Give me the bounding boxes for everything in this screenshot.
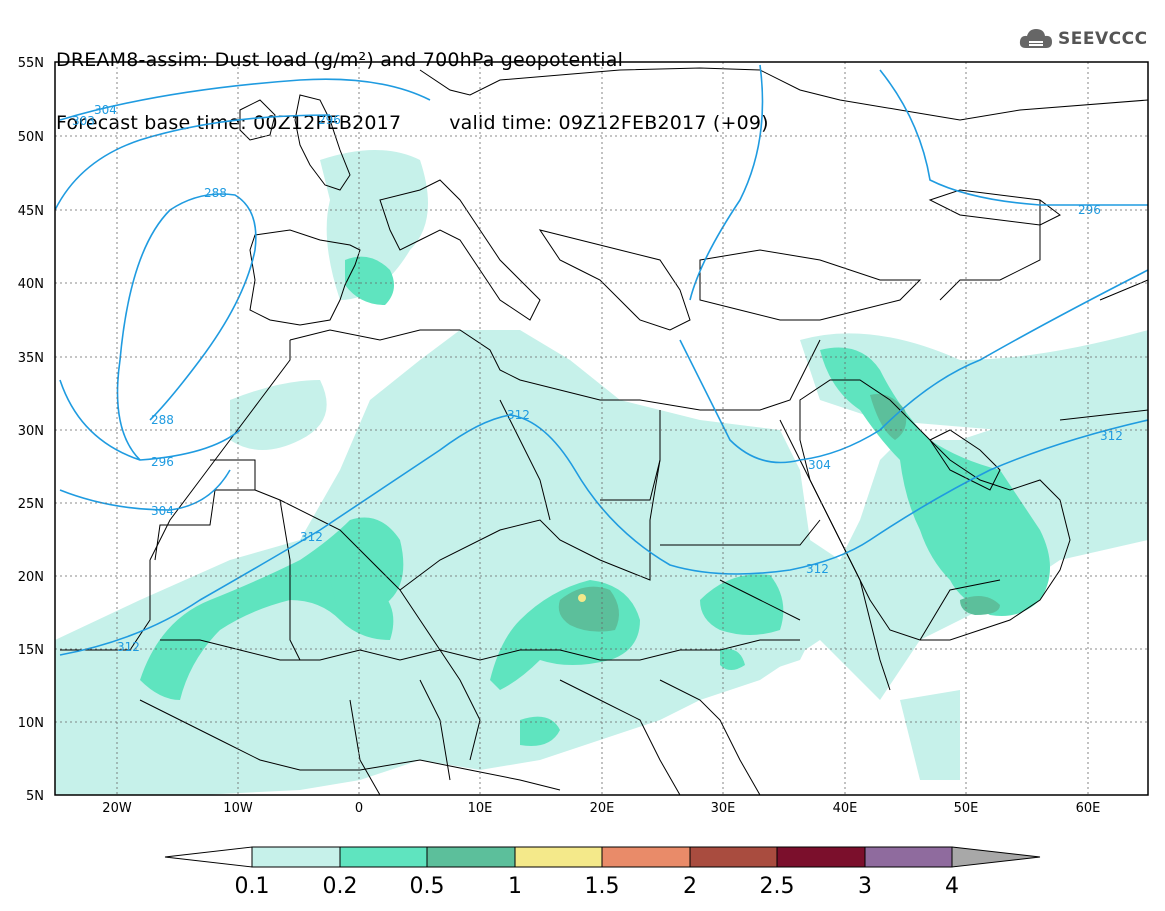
colorbar-swatch — [427, 847, 515, 867]
colorbar-swatch — [602, 847, 690, 867]
colorbar-swatch — [252, 847, 340, 867]
lon-label: 30E — [711, 801, 736, 816]
colorbar-swatch — [340, 847, 427, 867]
contour-label: 312 — [507, 408, 530, 422]
colorbar-tick: 1 — [508, 874, 522, 899]
lon-label: 10W — [223, 801, 253, 816]
contour-label: 312 — [806, 562, 829, 576]
colorbar-swatch — [865, 847, 952, 867]
lat-label: 55N — [18, 56, 44, 71]
colorbar-tick: 4 — [945, 874, 959, 899]
lat-label: 10N — [18, 716, 44, 731]
lon-label: 50E — [954, 801, 979, 816]
lon-label: 10E — [468, 801, 493, 816]
lat-label: 15N — [18, 643, 44, 658]
lon-label: 20E — [590, 801, 615, 816]
contour-label: 296 — [151, 455, 174, 469]
lon-label: 60E — [1076, 801, 1101, 816]
contour-label: 288 — [204, 186, 227, 200]
contour-label: 296 — [318, 113, 341, 127]
colorbar-tick: 3 — [858, 874, 872, 899]
colorbar-high-arrow — [952, 847, 1040, 867]
lon-label: 40E — [833, 801, 858, 816]
lat-label: 30N — [18, 424, 44, 439]
colorbar-tick: 2.5 — [760, 874, 795, 899]
contour-label: 288 — [151, 413, 174, 427]
colorbar-tick: 1.5 — [585, 874, 620, 899]
contour-label: 304 — [808, 458, 831, 472]
colorbar-tick: 2 — [683, 874, 697, 899]
contour-label: 304 — [151, 504, 174, 518]
lat-label: 5N — [26, 789, 44, 804]
colorbar-swatch — [777, 847, 865, 867]
colorbar-tick: 0.5 — [410, 874, 445, 899]
contour-label: 312 — [117, 640, 140, 654]
lon-label: 20W — [102, 801, 132, 816]
contour-label: 303 — [72, 114, 95, 128]
contour-label: 304 — [94, 103, 117, 117]
lat-label: 20N — [18, 570, 44, 585]
colorbar-tick: 0.2 — [323, 874, 358, 899]
colorbar-swatch — [515, 847, 602, 867]
colorbar: 0.1 0.2 0.5 1 1.5 2 2.5 3 4 — [165, 847, 1040, 899]
lat-label: 45N — [18, 204, 44, 219]
contour-label: 312 — [1100, 429, 1123, 443]
lat-label: 25N — [18, 497, 44, 512]
lat-axis: 55N 50N 45N 40N 35N 30N 25N 20N 15N 10N … — [18, 56, 44, 804]
colorbar-swatch — [690, 847, 777, 867]
colorbar-low-arrow — [165, 847, 252, 867]
colorbar-tick: 0.1 — [235, 874, 270, 899]
contour-label: 312 — [300, 530, 323, 544]
lat-label: 35N — [18, 351, 44, 366]
dust-level-1 — [578, 594, 586, 602]
lat-label: 50N — [18, 130, 44, 145]
lat-label: 40N — [18, 277, 44, 292]
lon-axis: 20W 10W 0 10E 20E 30E 40E 50E 60E — [102, 801, 1100, 816]
lon-label: 0 — [355, 801, 363, 816]
